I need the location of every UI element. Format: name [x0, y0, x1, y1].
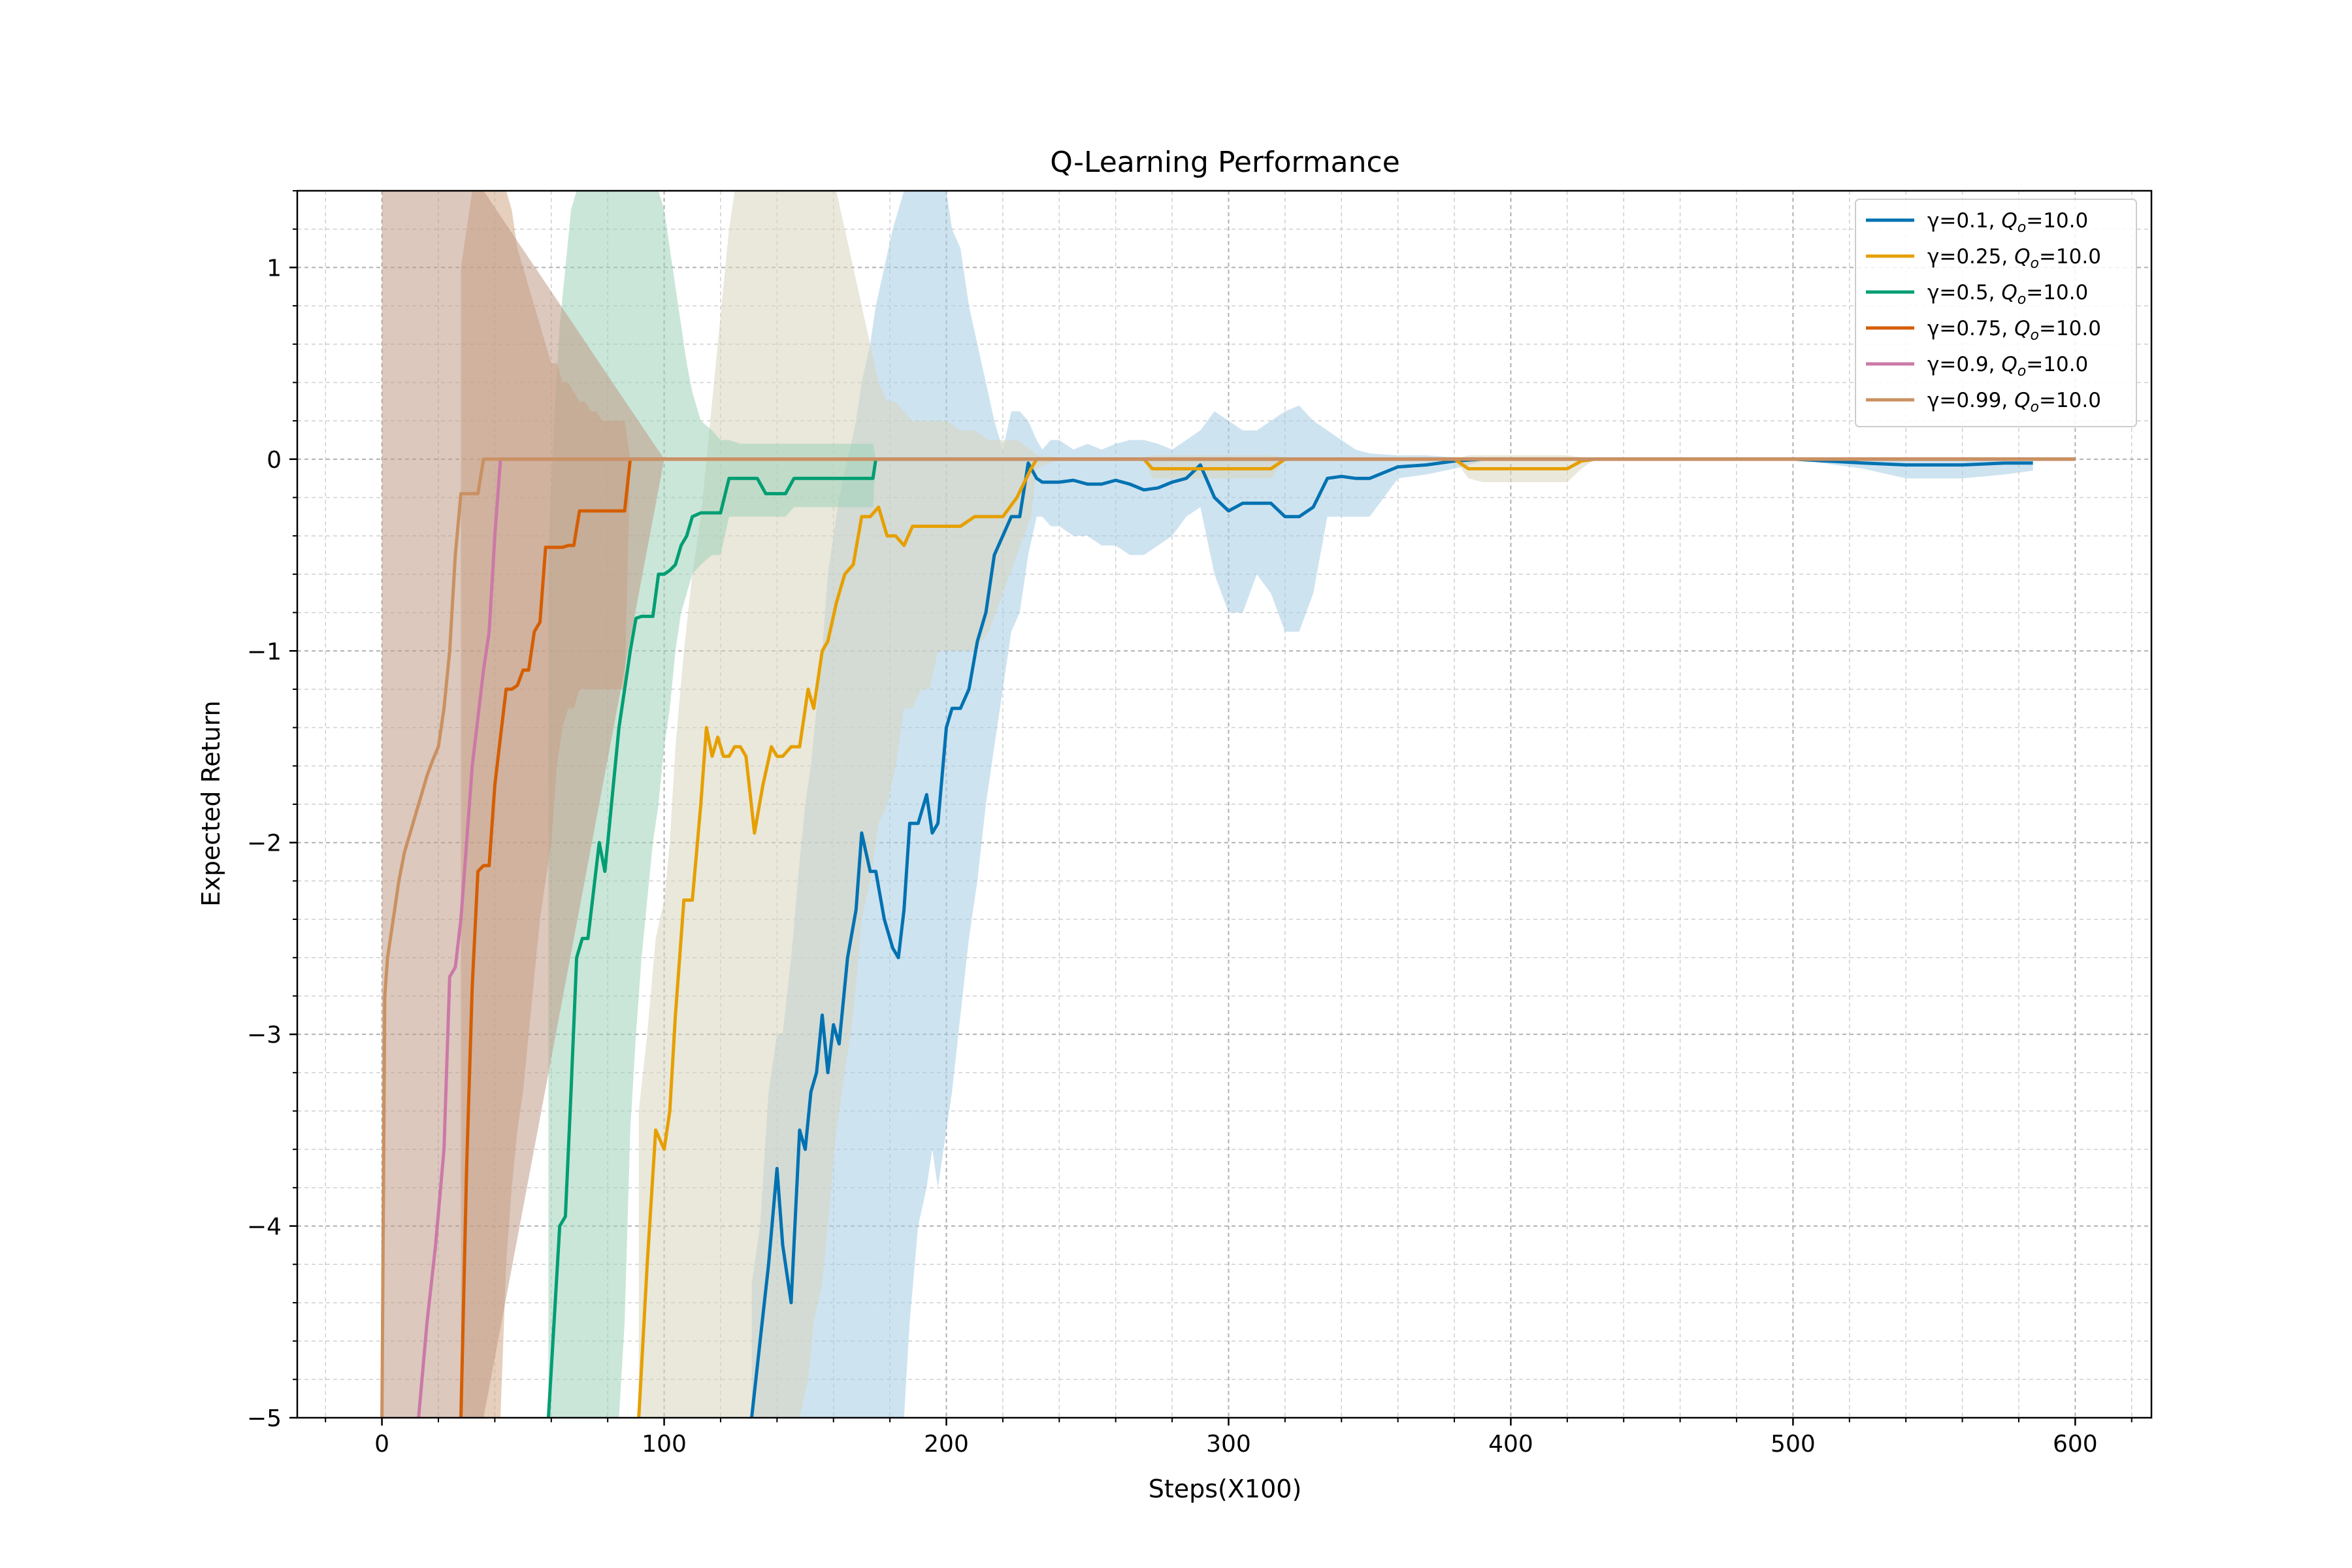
legend-prefix: γ=0.75,	[1927, 317, 2014, 340]
x-tick-label: 0	[374, 1431, 389, 1458]
legend-prefix: γ=0.99,	[1927, 389, 2014, 412]
legend-q: Q	[2014, 389, 2030, 412]
y-tick-label: −3	[247, 1022, 282, 1049]
legend-q: Q	[2014, 317, 2030, 340]
x-tick-label: 600	[2053, 1431, 2098, 1458]
legend-suffix: =10.0	[2026, 281, 2088, 304]
legend-subscript: o	[2017, 220, 2026, 236]
legend-suffix: =10.0	[2039, 389, 2101, 412]
legend-suffix: =10.0	[2026, 209, 2088, 233]
legend-suffix: =10.0	[2026, 353, 2088, 376]
legend-prefix: γ=0.9,	[1927, 353, 2001, 376]
x-axis-label: Steps(X100)	[1149, 1475, 1302, 1503]
legend-box	[1855, 199, 2137, 427]
legend-subscript: o	[2030, 255, 2038, 272]
legend-entry: γ=0.25, Qo=10.0	[1927, 245, 2101, 272]
legend: γ=0.1, Qo=10.0γ=0.25, Qo=10.0γ=0.5, Qo=1…	[1855, 199, 2137, 427]
x-tick-label: 500	[1771, 1431, 1816, 1458]
series-line-2	[546, 457, 2076, 1418]
legend-suffix: =10.0	[2039, 317, 2101, 340]
legend-subscript: o	[2017, 363, 2026, 380]
legend-prefix: γ=0.1,	[1927, 209, 2001, 233]
series-line-5	[380, 457, 2076, 1418]
series-line-0	[750, 457, 2033, 1418]
legend-subscript: o	[2017, 291, 2026, 308]
legend-entry: γ=0.99, Qo=10.0	[1927, 389, 2101, 416]
legend-subscript: o	[2030, 399, 2038, 416]
x-tick-label: 400	[1488, 1431, 1533, 1458]
confidence-band-series-0	[751, 191, 2033, 1418]
y-tick-label: −1	[247, 638, 282, 665]
legend-prefix: γ=0.5,	[1927, 281, 2001, 304]
legend-entry: γ=0.9, Qo=10.0	[1927, 353, 2088, 380]
series-lines	[380, 457, 2076, 1418]
legend-q: Q	[2001, 281, 2017, 304]
x-tick-label: 200	[924, 1431, 969, 1458]
y-tick-label: −4	[247, 1214, 282, 1241]
y-tick-label: −2	[247, 830, 282, 857]
legend-q: Q	[2001, 353, 2017, 376]
y-tick-label: −5	[247, 1405, 282, 1432]
y-tick-label: 0	[267, 447, 282, 474]
legend-entry: γ=0.5, Qo=10.0	[1927, 281, 2088, 308]
confidence-band-series-5	[382, 191, 2076, 1418]
legend-q: Q	[2001, 209, 2017, 233]
legend-suffix: =10.0	[2039, 245, 2101, 269]
y-axis-label: Expected Return	[197, 700, 225, 906]
legend-prefix: γ=0.25,	[1927, 245, 2014, 269]
x-tick-label: 300	[1206, 1431, 1251, 1458]
legend-entry: γ=0.1, Qo=10.0	[1927, 209, 2088, 236]
x-tick-label: 100	[642, 1431, 687, 1458]
confidence-bands	[382, 191, 2076, 1418]
chart-title: Q-Learning Performance	[1050, 146, 1400, 179]
legend-q: Q	[2014, 245, 2030, 269]
y-tick-label: 1	[267, 255, 282, 282]
legend-subscript: o	[2030, 327, 2038, 344]
confidence-band-series-1	[638, 191, 2076, 1418]
legend-entry: γ=0.75, Qo=10.0	[1927, 317, 2101, 344]
axis-ticks: 0 100 200 300 400 500 600 −5 −4 −3 −2 −1 0 1	[247, 190, 2132, 1458]
